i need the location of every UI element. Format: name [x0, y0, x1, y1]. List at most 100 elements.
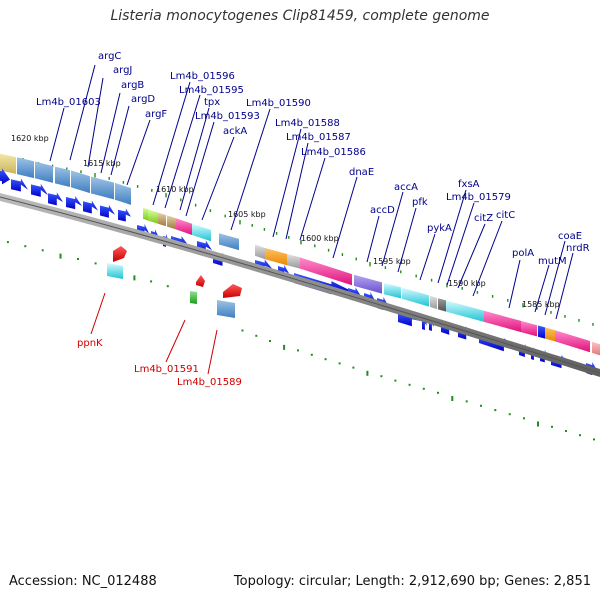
inner-tick	[166, 285, 169, 288]
leader-line	[437, 189, 467, 284]
inner-tick	[77, 258, 79, 260]
gene-block	[484, 310, 521, 333]
leader-line	[366, 215, 380, 263]
gene-block	[143, 207, 148, 221]
gene-block	[115, 182, 131, 205]
gene-label-nrdr: nrdR	[566, 243, 590, 254]
gene-block	[255, 244, 265, 260]
gene-block	[17, 157, 34, 179]
gene-block	[91, 176, 114, 200]
leader-line	[201, 136, 235, 221]
forward-gene-arrow	[118, 208, 131, 222]
gene-block	[384, 283, 401, 299]
reverse-gene-block	[107, 263, 123, 279]
inner-tick	[480, 404, 482, 407]
gene-label-fxsa: fxsA	[458, 179, 480, 190]
gene-block	[35, 161, 53, 183]
gene-block	[555, 330, 590, 353]
reverse-gene-block	[217, 300, 235, 318]
map-title: Listeria monocytogenes Clip81459, comple…	[110, 8, 490, 24]
kbp-label: 1595 kbp	[373, 257, 411, 266]
inner-tick	[59, 253, 62, 259]
leader-line	[126, 119, 151, 186]
reverse-gene-block	[190, 291, 197, 304]
leader-line	[446, 202, 475, 286]
inner-tick	[150, 280, 153, 283]
gene-block	[219, 233, 239, 251]
forward-gene-arrow	[0, 168, 10, 185]
reverse-gene-arrow	[223, 284, 242, 298]
leader-line	[152, 81, 191, 206]
gene-block	[592, 341, 600, 356]
gene-label-accd: accD	[370, 205, 395, 216]
leader-line	[299, 157, 326, 241]
inner-tick	[551, 425, 553, 428]
leader-line	[332, 176, 358, 259]
gene-block	[538, 325, 545, 339]
kbp-label: 1605 kbp	[228, 210, 266, 219]
genome-backbone-line	[0, 196, 600, 374]
forward-gene-labels: argC argJ argB argD argF Lm4b_01603 Lm4b…	[36, 51, 590, 267]
inner-tick	[537, 421, 539, 427]
leader-line	[457, 223, 486, 289]
leader-lines	[49, 64, 574, 375]
gene-block	[148, 209, 158, 224]
forward-gene-arrow	[48, 192, 63, 206]
inner-tick	[6, 241, 9, 244]
gene-label-dnae: dnaE	[349, 167, 374, 178]
gene-block	[55, 166, 70, 187]
forward-gene-arrow	[100, 204, 115, 218]
leader-line	[164, 94, 201, 209]
leader-line	[544, 240, 566, 316]
gene-block	[167, 215, 176, 230]
gene-label-mutm: mutM	[538, 256, 567, 267]
inner-tick	[523, 417, 525, 420]
gene-label-pola: polA	[512, 248, 534, 259]
gene-label-pfk: pfk	[412, 197, 428, 208]
inner-tick	[269, 340, 271, 342]
reverse-gene-arrow	[196, 275, 205, 287]
inner-tick	[94, 262, 97, 265]
forward-gene-arrow	[11, 178, 28, 192]
gene-label-argf: argF	[145, 109, 167, 120]
gene-block	[402, 287, 429, 307]
inner-tick	[366, 370, 369, 376]
inner-tick	[283, 344, 286, 350]
leader-line	[472, 220, 503, 297]
gene-label-acca: accA	[394, 182, 418, 193]
leader-line	[555, 252, 574, 320]
leader-line	[285, 142, 309, 240]
inner-tick	[241, 329, 244, 332]
forward-gene-arrow	[66, 196, 82, 210]
leader-line	[534, 264, 550, 313]
inner-tick	[324, 358, 327, 361]
gene-label-argb: argB	[121, 80, 144, 91]
inner-tick	[41, 249, 44, 252]
gene-label-pyka: pykA	[427, 223, 452, 234]
gene-block	[438, 298, 446, 312]
gene-block	[521, 320, 537, 337]
accession-text: Accession: NC_012488	[9, 574, 157, 589]
gene-block	[265, 248, 287, 266]
inner-tick	[133, 275, 136, 281]
kbp-label: 1600 kbp	[301, 234, 339, 243]
gene-label-coae: coaE	[558, 231, 582, 242]
forward-gene-arrow	[294, 273, 358, 295]
kbp-labels: 1620 kbp 1615 kbp 1610 kbp 1605 kbp 1600…	[11, 134, 560, 309]
gene-block	[430, 295, 437, 310]
gene-label-lm4b-01588: Lm4b_01588	[275, 118, 340, 129]
gene-block	[71, 170, 90, 194]
gene-label-lm4b-01591: Lm4b_01591	[134, 364, 199, 375]
gene-label-argd: argD	[131, 94, 155, 105]
inner-tick	[494, 409, 497, 412]
gene-label-lm4b-01586: Lm4b_01586	[301, 147, 366, 158]
inner-tick	[310, 353, 313, 356]
inner-tick	[380, 375, 383, 378]
inner-tick	[451, 396, 454, 401]
inner-tick	[579, 434, 581, 437]
gene-label-acka: ackA	[223, 126, 247, 137]
cog-band-forward	[0, 153, 600, 356]
inner-tick	[565, 430, 567, 432]
leader-line	[397, 207, 417, 273]
gene-block	[545, 327, 555, 342]
